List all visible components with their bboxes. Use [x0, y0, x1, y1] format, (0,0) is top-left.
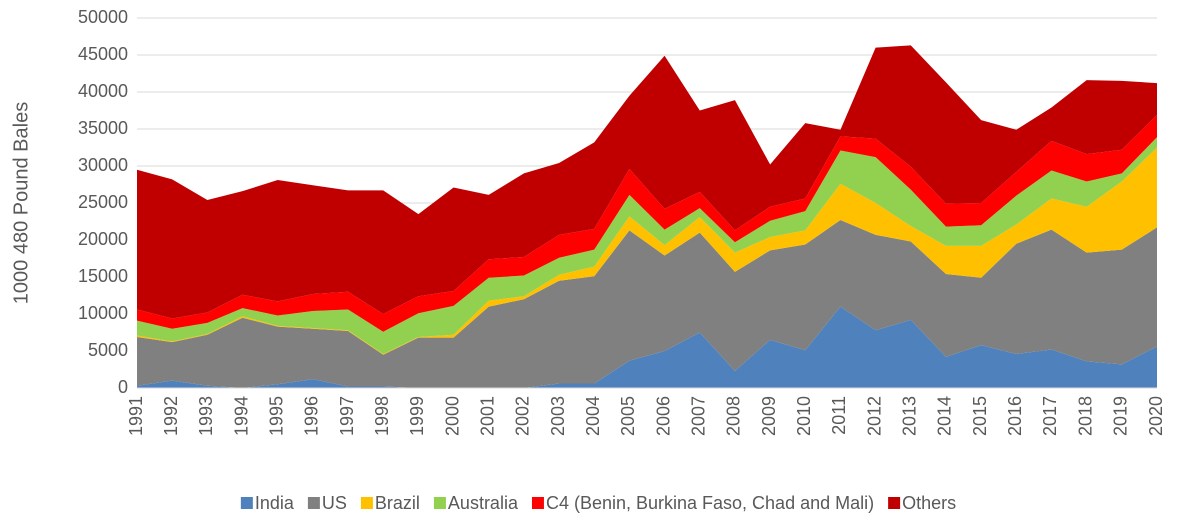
legend-label: Others: [902, 493, 956, 513]
legend-swatch: [240, 497, 253, 509]
x-tick-label: 2014: [935, 396, 955, 436]
x-tick-label: 2002: [513, 396, 533, 436]
x-tick-label: 2001: [477, 396, 497, 436]
y-tick-label: 45000: [78, 44, 128, 64]
x-tick-label: 1997: [337, 396, 357, 436]
x-tick-label: 2012: [864, 396, 884, 436]
y-tick-label: 30000: [78, 155, 128, 175]
y-tick-label: 20000: [78, 229, 128, 249]
x-tick-label: 2010: [794, 396, 814, 436]
y-tick-label: 5000: [88, 340, 128, 360]
y-tick-label: 25000: [78, 192, 128, 212]
legend-label: US: [322, 493, 347, 513]
x-tick-label: 2005: [618, 396, 638, 436]
x-tick-label: 2008: [724, 396, 744, 436]
x-tick-label: 2015: [970, 396, 990, 436]
legend-swatch: [888, 497, 901, 509]
x-tick-label: 1994: [231, 396, 251, 436]
x-tick-label: 2006: [653, 396, 673, 436]
x-tick-label: 2003: [548, 396, 568, 436]
legend-label: C4 (Benin, Burkina Faso, Chad and Mali): [546, 493, 874, 513]
legend-swatch: [433, 497, 446, 509]
x-tick-label: 2007: [689, 396, 709, 436]
area: [137, 114, 1157, 332]
x-tick-label: 2018: [1075, 396, 1095, 436]
y-tick-label: 0: [118, 377, 128, 397]
legend-label: Australia: [448, 493, 519, 513]
x-tick-label: 1996: [302, 396, 322, 436]
area: [137, 137, 1157, 354]
x-tick-label: 1991: [126, 396, 146, 436]
x-tick-label: 1993: [196, 396, 216, 436]
y-tick-label: 15000: [78, 266, 128, 286]
x-tick-label: 2004: [583, 396, 603, 436]
x-tick-label: 2009: [759, 396, 779, 436]
legend: India US Brazil Australia C4 (Benin, Burkina…: [240, 493, 956, 513]
legend-swatch: [360, 497, 373, 509]
x-tick-label: 1995: [266, 396, 286, 436]
area: [137, 220, 1157, 388]
legend-label: India: [255, 493, 295, 513]
x-tick-label: 2017: [1040, 396, 1060, 436]
y-tick-label: 35000: [78, 118, 128, 138]
x-tick-label: 1999: [407, 396, 427, 436]
x-tick-label: 1992: [161, 396, 181, 436]
x-tick-label: 1998: [372, 396, 392, 436]
area: [137, 306, 1157, 388]
x-tick-label: 2019: [1111, 396, 1131, 436]
y-tick-label: 40000: [78, 81, 128, 101]
x-tick-label: 2000: [442, 396, 462, 436]
x-tick-label: 2016: [1005, 396, 1025, 436]
area: [137, 147, 1157, 355]
x-tick-label: 2011: [829, 396, 849, 435]
area: [137, 45, 1157, 319]
y-tick-label: 10000: [78, 303, 128, 323]
legend-swatch: [531, 497, 544, 509]
legend-swatch: [307, 497, 320, 509]
y-axis-label: 1000 480 Pound Bales: [10, 102, 32, 304]
x-tick-label: 2013: [900, 396, 920, 436]
y-tick-label: 50000: [78, 7, 128, 27]
x-tick-label: 2020: [1146, 396, 1166, 436]
legend-label: Brazil: [375, 493, 420, 513]
